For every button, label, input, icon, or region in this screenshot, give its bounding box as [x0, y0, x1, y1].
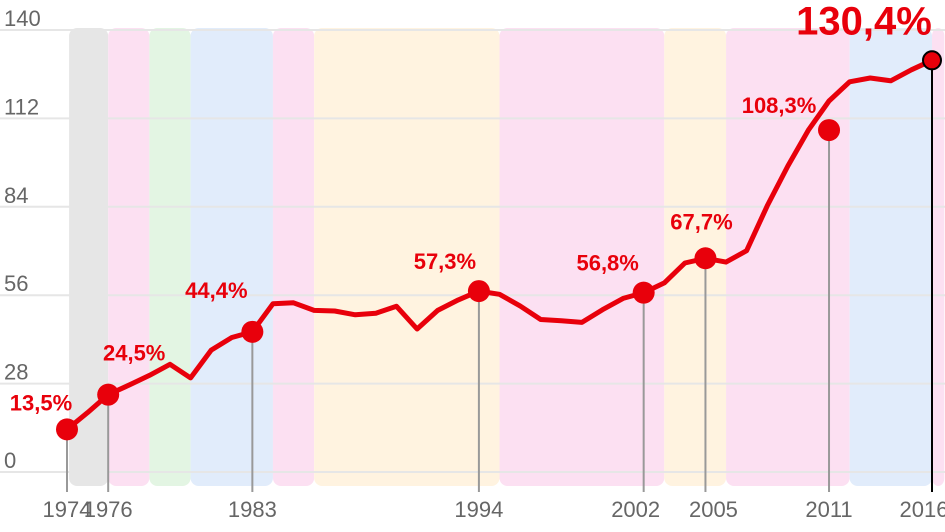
x-tick-label: 1994 [454, 497, 503, 522]
x-tick-label: 2016 [900, 497, 945, 522]
x-tick-label: 2005 [689, 497, 738, 522]
data-label: 44,4% [185, 278, 247, 303]
data-point [241, 320, 264, 343]
period-band [272, 28, 315, 486]
period-band [190, 28, 273, 486]
period-band [932, 28, 945, 486]
data-label: 13,5% [10, 390, 72, 415]
data-point-end [922, 50, 942, 71]
data-label: 57,3% [414, 249, 476, 274]
x-tick-label: 2011 [805, 497, 852, 522]
period-band [726, 28, 850, 486]
data-labels: 13,5% 24,5% 44,4% 57,3% 56,8% 67,7% 108,3% 130,… [10, 0, 932, 415]
x-tick-label: 1974 [43, 497, 92, 522]
y-tick-label: 140 [4, 6, 41, 31]
y-tick-label: 28 [4, 360, 28, 385]
data-point [632, 281, 655, 304]
data-label: 108,3% [742, 93, 817, 118]
period-band [69, 28, 109, 486]
gridlines [0, 29, 945, 473]
data-point [56, 418, 78, 441]
y-tick-label: 84 [4, 183, 28, 208]
x-tick-label: 2002 [611, 497, 660, 522]
data-label: 24,5% [103, 341, 165, 366]
data-point [818, 119, 841, 142]
period-band [314, 28, 500, 486]
drop-lines [66, 60, 933, 492]
data-point [694, 247, 717, 270]
data-label: 56,8% [576, 251, 638, 276]
x-tick-label: 1983 [228, 497, 277, 522]
data-label-latest: 130,4% [796, 0, 932, 43]
series-line [64, 57, 935, 432]
period-band [499, 28, 665, 486]
data-point [97, 383, 120, 406]
series-group [64, 57, 935, 432]
y-axis: 0 28 56 84 112 140 [4, 6, 41, 473]
y-tick-label: 0 [4, 448, 16, 473]
period-band [849, 28, 932, 486]
highlight-markers [56, 50, 942, 441]
y-tick-label: 112 [4, 94, 39, 119]
x-tick-label: 1976 [84, 497, 133, 522]
period-bands [69, 28, 945, 486]
y-tick-label: 56 [4, 271, 28, 296]
period-band [149, 28, 191, 486]
data-point [467, 280, 490, 303]
period-band [108, 28, 150, 486]
data-label: 67,7% [670, 209, 732, 234]
